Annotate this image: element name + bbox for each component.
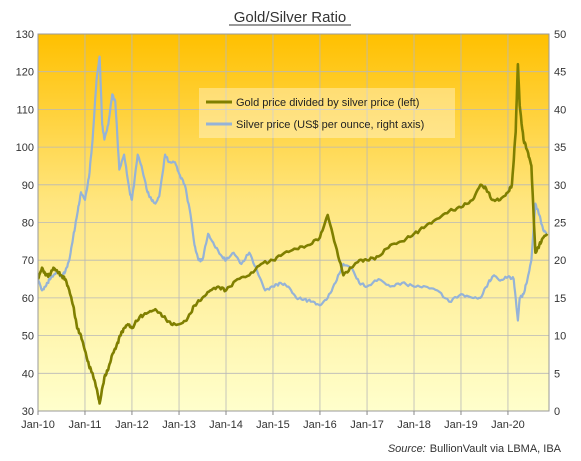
x-tick-label: Jan-10 — [21, 419, 55, 431]
x-tick-label: Jan-20 — [491, 419, 525, 431]
x-tick-label: Jan-11 — [69, 419, 102, 431]
x-tick-label: Jan-13 — [162, 419, 196, 431]
right-tick-label: 30 — [554, 180, 566, 192]
right-tick-label: 50 — [554, 29, 566, 41]
x-tick-label: Jan-17 — [350, 419, 384, 431]
right-tick-label: 35 — [554, 142, 566, 154]
left-tick-label: 100 — [16, 142, 34, 154]
x-tick-label: Jan-19 — [444, 419, 478, 431]
source-label: Source: — [388, 443, 426, 455]
series-line-gold-silver-ratio — [38, 62, 549, 405]
right-tick-label: 25 — [554, 218, 566, 230]
right-tick-label: 20 — [554, 255, 566, 267]
x-tick-label: Jan-16 — [303, 419, 337, 431]
left-tick-label: 120 — [16, 67, 34, 79]
x-tick-label: Jan-18 — [397, 419, 431, 431]
left-tick-label: 90 — [22, 180, 34, 192]
right-tick-label: 40 — [554, 104, 566, 116]
left-tick-label: 30 — [22, 406, 34, 418]
left-tick-label: 40 — [22, 368, 34, 380]
legend-box — [199, 88, 455, 138]
series-line-silver-price — [38, 55, 548, 322]
right-tick-label: 45 — [554, 67, 566, 79]
left-axis-ticks: 30 40 50 60 70 80 90 100 110 120 130 — [16, 29, 34, 418]
right-tick-label: 10 — [554, 331, 566, 343]
x-tick-label: Jan-12 — [115, 419, 149, 431]
legend: Gold price divided by silver price (left… — [199, 88, 455, 138]
source-text: BullionVault via LBMA, IBA — [430, 443, 562, 455]
left-tick-label: 70 — [22, 255, 34, 267]
legend-label-silver: Silver price (US$ per ounce, right axis) — [236, 119, 424, 131]
left-tick-label: 130 — [16, 29, 34, 41]
right-tick-label: 5 — [554, 368, 560, 380]
x-tick-label: Jan-15 — [256, 419, 290, 431]
plot-frame — [37, 33, 550, 412]
x-axis-ticks: Jan-10 Jan-11 Jan-12 Jan-13 Jan-14 Jan-15 Jan-… — [21, 411, 525, 431]
chart-source: Source: BullionVault via LBMA, IBA — [388, 443, 562, 455]
plot-series — [38, 55, 549, 405]
left-tick-label: 50 — [22, 331, 34, 343]
left-tick-label: 110 — [16, 104, 34, 116]
left-tick-label: 60 — [22, 293, 34, 305]
grid-lines — [37, 33, 549, 412]
left-tick-label: 80 — [22, 218, 34, 230]
right-tick-label: 15 — [554, 293, 566, 305]
chart-title: Gold/Silver Ratio — [234, 9, 347, 26]
right-tick-label: 0 — [554, 406, 560, 418]
right-axis-ticks: 0 5 10 15 20 25 30 35 40 45 50 — [554, 29, 566, 418]
x-tick-label: Jan-14 — [209, 419, 243, 431]
legend-label-ratio: Gold price divided by silver price (left… — [236, 97, 419, 109]
